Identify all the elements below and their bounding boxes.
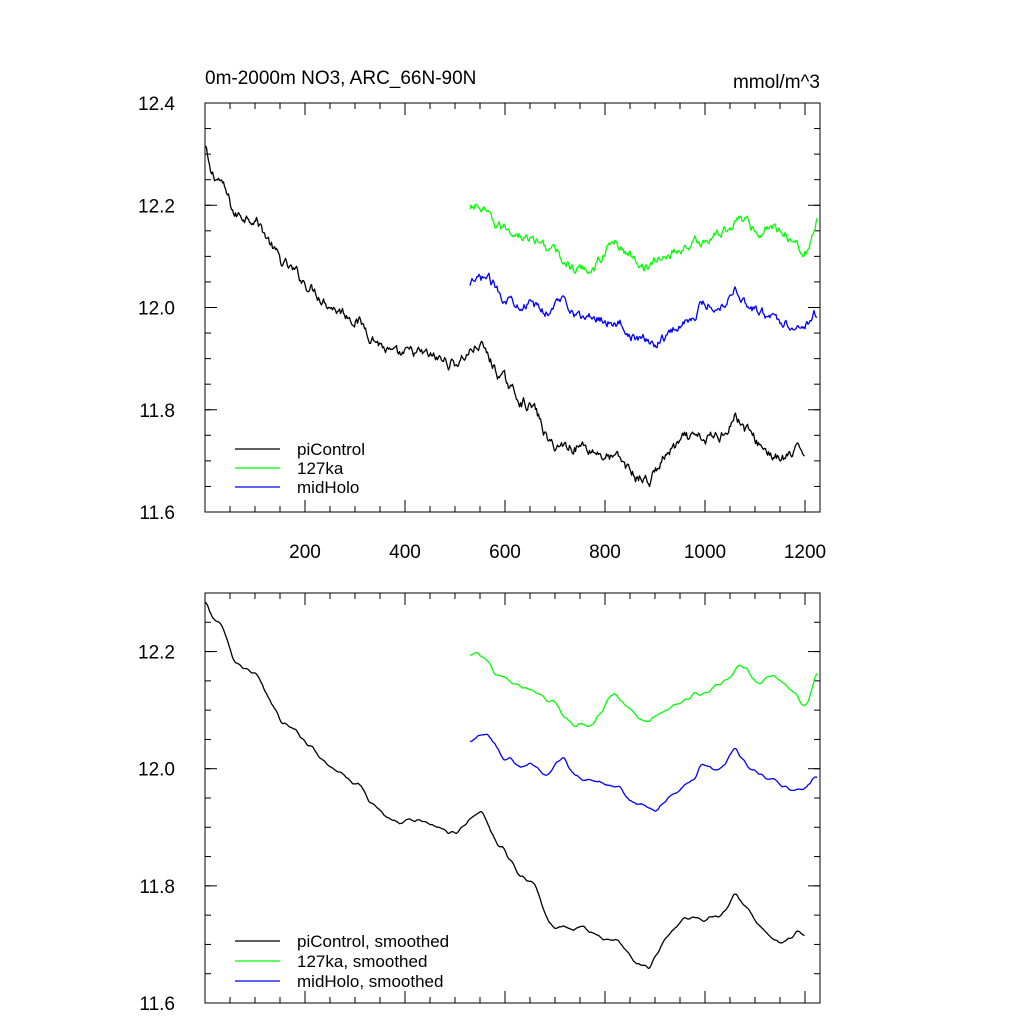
y-tick-label: 12.0 — [138, 760, 175, 781]
y-tick-label: 12.0 — [138, 299, 175, 320]
legend-label: piControl — [297, 440, 365, 459]
y-tick-label: 12.2 — [138, 196, 175, 217]
y-tick-label: 11.8 — [139, 877, 175, 898]
x-tick-label: 200 — [289, 542, 321, 563]
series-line-127ka — [469, 203, 818, 275]
y-tick-label: 11.8 — [139, 401, 175, 422]
y-tick-label: 11.6 — [139, 503, 175, 524]
legend-label: piControl, smoothed — [297, 932, 449, 951]
x-tick-label: 1000 — [684, 542, 726, 563]
top-chart-title: 0m-2000m NO3, ARC_66N-90N — [205, 68, 476, 89]
legend-label: midHolo, smoothed — [297, 972, 443, 991]
x-tick-label: 600 — [489, 542, 521, 563]
legend-label: 127ka — [297, 459, 344, 478]
top-plot-area: 11.6 11.8 12.0 12.2 12.4 200 400 600 800 1000 1200 — [138, 94, 826, 563]
series-line-midholo — [469, 272, 818, 349]
y-tick-label: 12.4 — [138, 94, 175, 115]
top-panel: 0m-2000m NO3, ARC_66N-90N mmol/m^3 11.61… — [138, 68, 826, 563]
series-line-127ka — [469, 651, 818, 728]
top-chart-units: mmol/m^3 — [733, 72, 820, 93]
legend-label: midHolo — [297, 478, 359, 497]
legend-label: 127ka, smoothed — [297, 952, 427, 971]
series-line-midholo — [469, 733, 818, 812]
y-tick-label: 12.2 — [138, 643, 175, 664]
series-line-picontrol — [204, 145, 805, 488]
bottom-panel: 11.6 11.8 12.0 12.2 piControl, smoothed127k… — [138, 592, 821, 1015]
bottom-plot-area: 11.6 11.8 12.0 12.2 — [138, 592, 821, 1015]
x-tick-label: 400 — [389, 542, 421, 563]
series-line-picontrol — [204, 601, 805, 970]
y-tick-label: 11.6 — [139, 994, 175, 1015]
x-tick-label: 800 — [589, 542, 621, 563]
x-tick-label: 1200 — [784, 542, 826, 563]
